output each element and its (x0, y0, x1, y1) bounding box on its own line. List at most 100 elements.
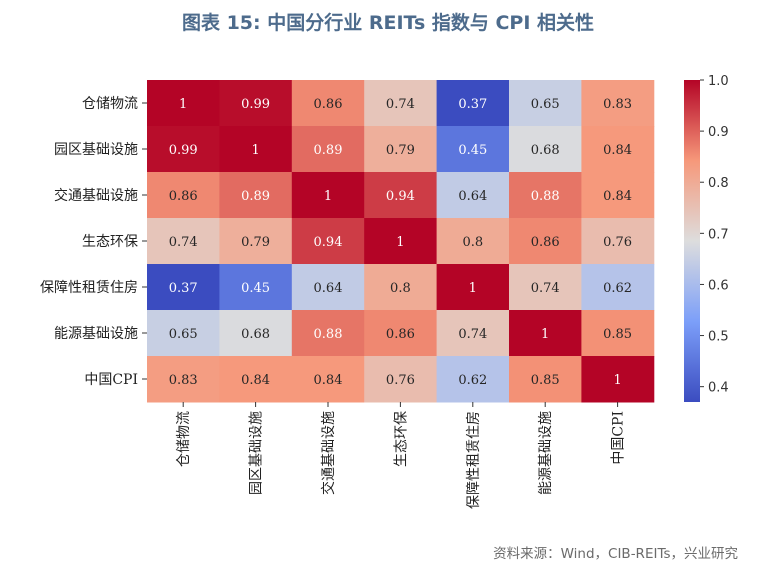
cell-value: 0.79 (386, 143, 415, 158)
row-label: 中国CPI (84, 372, 138, 388)
cell-value: 1 (613, 373, 621, 388)
chart-title: 图表 15: 中国分行业 REITs 指数与 CPI 相关性 (181, 12, 595, 34)
colorbar-tick-label: 0.5 (708, 330, 729, 345)
heatmap-cell (509, 172, 582, 219)
cell-value: 0.74 (386, 97, 415, 112)
cell-value: 0.84 (241, 373, 270, 388)
heatmap-cell (364, 310, 438, 357)
cell-value: 0.8 (390, 281, 411, 296)
heatmap-cell (581, 310, 655, 357)
heatmap-cell (291, 218, 365, 265)
heatmap-cells: 1 0.99 0.86 0.74 0.37 0.65 0.83 0.99 1 0.89 0.79 0.… (147, 80, 655, 403)
heatmap-cell (219, 264, 293, 311)
cell-value: 0.88 (314, 327, 343, 342)
cell-value: 0.37 (169, 281, 198, 296)
heatmap-cell (436, 264, 510, 311)
heatmap-cell (509, 126, 582, 173)
heatmap-cell (291, 356, 365, 403)
heatmap-cell (509, 264, 582, 311)
row-label: 生态环保 (82, 234, 138, 250)
heatmap-cell (436, 356, 510, 403)
cell-value: 0.65 (169, 327, 198, 342)
heatmap-cell (364, 126, 438, 173)
cell-value: 0.37 (458, 97, 487, 112)
cell-value: 1 (541, 327, 549, 342)
heatmap-cell (147, 264, 220, 311)
heatmap-cell (147, 80, 220, 127)
heatmap-cell (364, 218, 438, 265)
cell-value: 0.83 (169, 373, 198, 388)
cell-value: 0.45 (458, 143, 487, 158)
heatmap-cell (364, 264, 438, 311)
col-label: 仓储物流 (176, 411, 192, 467)
cell-value: 0.99 (241, 97, 270, 112)
colorbar-tick-label: 0.9 (708, 125, 729, 140)
colorbar-tick-label: 0.7 (708, 227, 729, 242)
col-label: 中国CPI (611, 411, 627, 465)
cell-value: 0.86 (386, 327, 415, 342)
heatmap-cell (147, 126, 220, 173)
cell-value: 1 (396, 235, 404, 250)
row-label: 保障性租赁住房 (40, 280, 138, 296)
col-label: 能源基础设施 (537, 411, 554, 495)
cell-value: 0.74 (531, 281, 560, 296)
heatmap-cell (436, 80, 510, 127)
heatmap-cell (581, 356, 655, 403)
heatmap-cell (219, 356, 293, 403)
heatmap-cell (581, 218, 655, 265)
heatmap-cell (509, 310, 582, 357)
heatmap-cell (291, 172, 365, 219)
cell-value: 0.8 (462, 235, 483, 250)
heatmap-cell (364, 356, 438, 403)
cell-value: 0.84 (603, 143, 632, 158)
colorbar-tick-label: 0.6 (708, 278, 729, 293)
cell-value: 0.68 (241, 327, 270, 342)
cell-value: 0.94 (314, 235, 343, 250)
row-label: 能源基础设施 (54, 325, 138, 342)
colorbar-tick-label: 0.4 (708, 381, 729, 396)
cell-value: 0.85 (531, 373, 560, 388)
cell-value: 0.65 (531, 97, 560, 112)
heatmap-cell (436, 172, 510, 219)
col-label: 保障性租赁住房 (466, 411, 482, 509)
heatmap-cell (364, 80, 438, 127)
cell-value: 0.74 (169, 235, 198, 250)
cell-value: 1 (251, 143, 259, 158)
heatmap-cell (219, 310, 293, 357)
cell-value: 1 (469, 281, 477, 296)
heatmap-cell (436, 126, 510, 173)
cell-value: 0.85 (603, 327, 632, 342)
column-labels: 仓储物流 园区基础设施 交通基础设施 生态环保 保障性租赁住房 能源基础设施 中国CPI (176, 402, 627, 509)
heatmap-cell (147, 172, 220, 219)
cell-value: 0.94 (386, 189, 415, 204)
cell-value: 0.45 (241, 281, 270, 296)
heatmap-cell (581, 80, 655, 127)
heatmap-cell (147, 356, 220, 403)
heatmap-cell (509, 218, 582, 265)
cell-value: 0.86 (531, 235, 560, 250)
heatmap-cell (581, 126, 655, 173)
col-label: 交通基础设施 (320, 411, 337, 495)
cell-value: 0.68 (531, 143, 560, 158)
heatmap-cell (219, 218, 293, 265)
colorbar-gradient (684, 80, 700, 402)
cell-value: 0.62 (603, 281, 632, 296)
col-label: 园区基础设施 (248, 411, 265, 495)
cell-value: 1 (324, 189, 332, 204)
cell-value: 0.64 (314, 281, 343, 296)
colorbar: 1.0 0.9 0.8 0.7 0.6 0.5 0.4 (684, 74, 729, 402)
cell-value: 0.89 (241, 189, 270, 204)
heatmap-cell (581, 264, 655, 311)
cell-value: 0.89 (314, 143, 343, 158)
heatmap-cell (147, 310, 220, 357)
heatmap-cell (219, 80, 293, 127)
cell-value: 0.76 (386, 373, 415, 388)
cell-value: 0.79 (241, 235, 270, 250)
heatmap-cell (291, 80, 365, 127)
cell-value: 0.74 (458, 327, 487, 342)
cell-value: 0.84 (314, 373, 343, 388)
cell-value: 0.83 (603, 97, 632, 112)
heatmap-cell (219, 126, 293, 173)
